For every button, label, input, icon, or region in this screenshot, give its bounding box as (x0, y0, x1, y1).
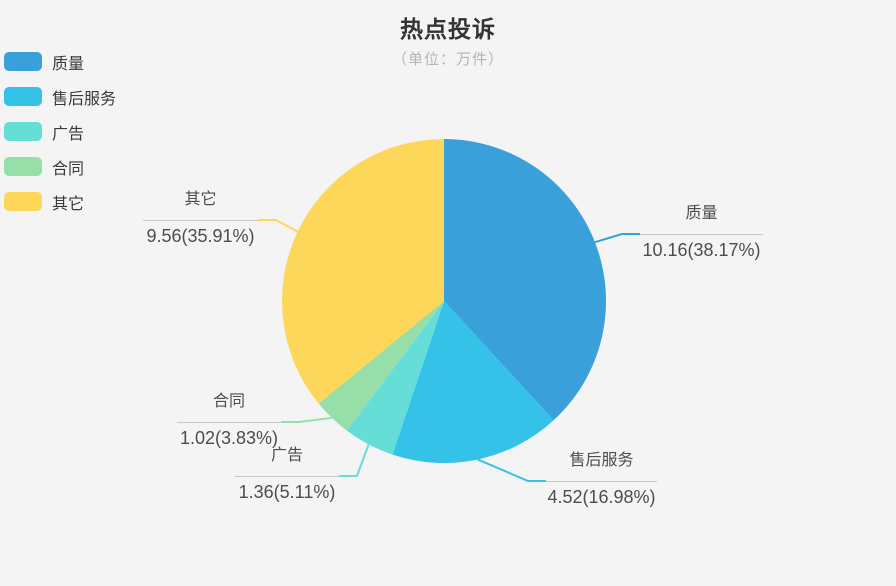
legend-label: 售后服务 (52, 90, 117, 108)
legend-label: 合同 (52, 160, 85, 178)
pie-slice-quality[interactable] (444, 139, 607, 421)
label-leader-line-quality (594, 233, 640, 244)
slice-label-quality: 质量 10.16(38.17%) (640, 203, 763, 261)
legend: 质量 售后服务 广告 合同 其它 (4, 52, 116, 227)
legend-item-contract[interactable]: 合同 (4, 157, 116, 178)
label-leader-line-others (258, 219, 299, 233)
legend-item-quality[interactable]: 质量 (4, 52, 116, 73)
slice-label-others: 其它 9.56(35.91%) (143, 189, 258, 247)
legend-swatch-others (4, 192, 42, 211)
legend-item-advertising[interactable]: 广告 (4, 122, 116, 143)
slice-label-value: 10.16(38.17%) (640, 234, 763, 261)
pie-slice-advertising[interactable] (346, 301, 444, 455)
slice-label-name: 质量 (685, 205, 718, 222)
legend-label: 广告 (52, 125, 85, 143)
legend-item-others[interactable]: 其它 (4, 192, 116, 213)
pie-slice-others[interactable] (281, 139, 444, 404)
pie-slice-after-sales-service[interactable] (392, 301, 554, 463)
slice-label-value: 1.36(5.11%) (235, 476, 339, 503)
slice-label-name: 售后服务 (569, 452, 634, 469)
legend-item-after-sales-service[interactable]: 售后服务 (4, 87, 117, 108)
slice-label-after-sales-service: 售后服务 4.52(16.98%) (546, 450, 657, 508)
chart-title: 热点投诉 (400, 16, 496, 42)
slice-label-name: 其它 (184, 191, 217, 208)
slice-label-contract: 合同 1.02(3.83%) (177, 391, 281, 449)
legend-label: 质量 (52, 55, 85, 73)
label-leader-line-after-sales-service (477, 458, 546, 482)
pie-slice-contract[interactable] (318, 301, 444, 431)
slice-label-value: 9.56(35.91%) (143, 220, 258, 247)
slice-label-value: 1.02(3.83%) (177, 422, 281, 449)
legend-swatch-contract (4, 157, 42, 176)
label-leader-line-advertising (339, 444, 370, 477)
legend-label: 其它 (52, 195, 85, 213)
legend-swatch-after-sales-service (4, 87, 42, 106)
chart-subtitle: （单位：万件） (391, 51, 504, 68)
slice-label-name: 合同 (212, 393, 245, 410)
legend-swatch-advertising (4, 122, 42, 141)
slice-label-name: 广告 (270, 447, 303, 464)
slice-label-advertising: 广告 1.36(5.11%) (235, 445, 339, 503)
legend-swatch-quality (4, 52, 42, 71)
label-leader-line-contract (281, 416, 332, 423)
slice-label-value: 4.52(16.98%) (546, 481, 657, 508)
